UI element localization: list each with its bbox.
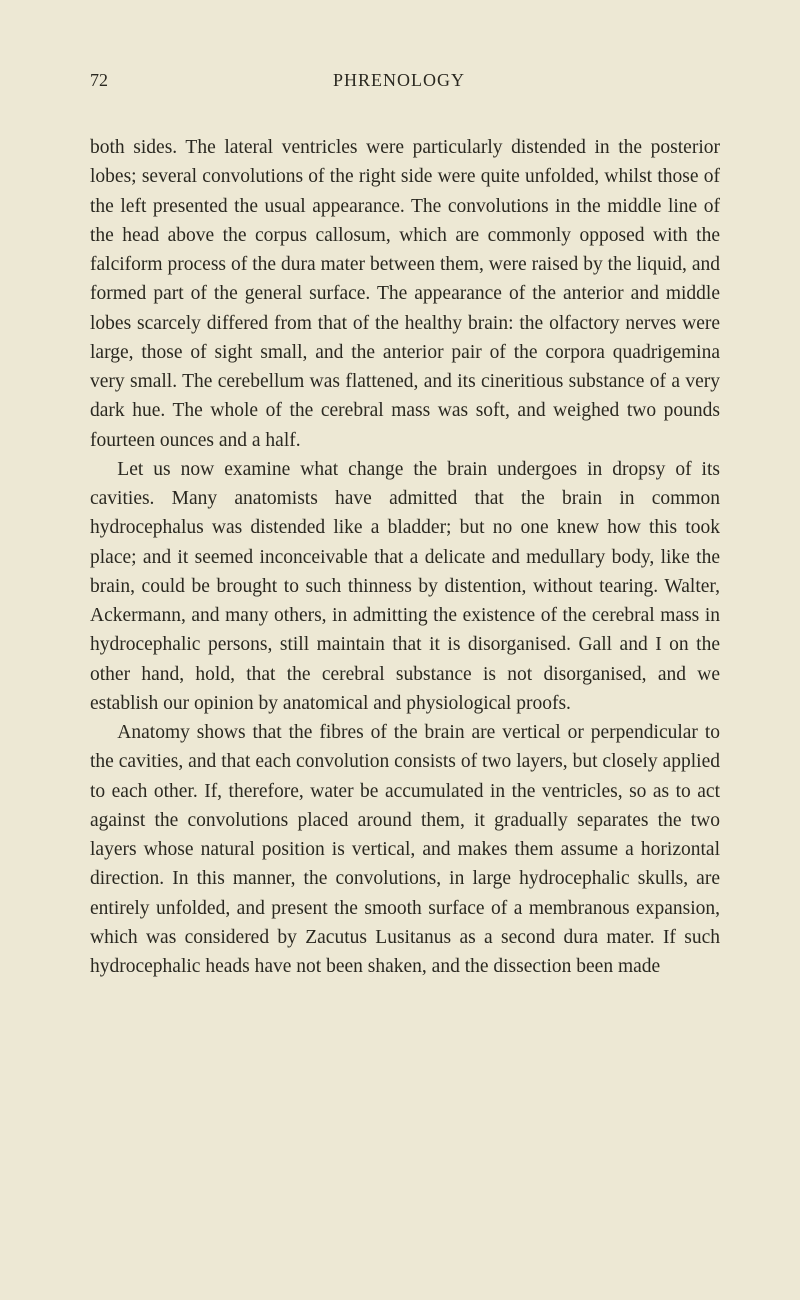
paragraph-2: Let us now examine what change the brain… bbox=[90, 455, 720, 718]
chapter-title: PHRENOLOGY bbox=[108, 70, 720, 91]
page-container: 72 PHRENOLOGY both sides. The lateral ve… bbox=[0, 0, 800, 1041]
page-number: 72 bbox=[90, 70, 108, 91]
paragraph-1: both sides. The lateral ventricles were … bbox=[90, 133, 720, 455]
page-header: 72 PHRENOLOGY bbox=[90, 70, 720, 91]
body-text: both sides. The lateral ventricles were … bbox=[90, 133, 720, 981]
paragraph-3: Anatomy shows that the fibres of the bra… bbox=[90, 718, 720, 981]
